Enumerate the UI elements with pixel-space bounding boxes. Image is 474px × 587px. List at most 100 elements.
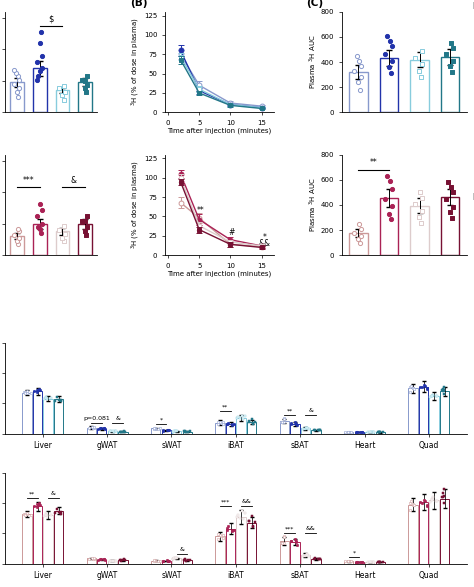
Point bbox=[409, 384, 417, 393]
Point bbox=[180, 555, 188, 565]
Point bbox=[36, 500, 44, 510]
Point bbox=[303, 549, 311, 559]
Point bbox=[280, 531, 288, 541]
Point bbox=[82, 76, 89, 86]
Bar bbox=[44, 515, 53, 564]
Bar bbox=[344, 432, 353, 434]
Bar bbox=[87, 427, 96, 434]
Point bbox=[344, 427, 351, 437]
Point bbox=[441, 498, 448, 508]
Point bbox=[223, 419, 231, 429]
Point bbox=[100, 555, 108, 564]
Point bbox=[314, 554, 321, 564]
Point bbox=[23, 508, 31, 517]
Point bbox=[151, 423, 159, 433]
Bar bbox=[97, 429, 107, 434]
Point bbox=[446, 207, 454, 217]
Point bbox=[353, 427, 361, 437]
Point bbox=[345, 556, 352, 566]
Bar bbox=[441, 57, 459, 112]
Point bbox=[110, 556, 118, 566]
Point bbox=[56, 508, 64, 518]
Bar bbox=[33, 507, 42, 564]
Point bbox=[14, 224, 21, 234]
Point bbox=[97, 554, 105, 564]
Point bbox=[385, 209, 392, 218]
Bar bbox=[78, 224, 92, 255]
Point bbox=[386, 176, 393, 185]
Point bbox=[281, 538, 288, 548]
Point bbox=[252, 417, 259, 427]
Text: &&: && bbox=[306, 527, 316, 531]
Point bbox=[385, 62, 392, 72]
Bar bbox=[33, 224, 46, 255]
Point bbox=[219, 419, 227, 429]
Point bbox=[419, 206, 426, 215]
Point bbox=[424, 501, 431, 511]
Bar bbox=[290, 542, 300, 564]
Point bbox=[214, 534, 221, 544]
Point bbox=[419, 59, 426, 69]
Point bbox=[169, 554, 177, 564]
Text: ***: *** bbox=[23, 176, 34, 185]
Point bbox=[101, 425, 109, 434]
Point bbox=[442, 50, 449, 59]
Bar bbox=[419, 387, 428, 434]
Point bbox=[34, 500, 42, 510]
Point bbox=[118, 556, 125, 565]
Point bbox=[410, 384, 418, 393]
Point bbox=[33, 211, 40, 221]
Point bbox=[12, 69, 19, 78]
Point bbox=[350, 66, 358, 76]
Point bbox=[170, 554, 177, 563]
Point bbox=[119, 427, 127, 436]
Point bbox=[40, 394, 48, 404]
Bar bbox=[78, 82, 92, 112]
Point bbox=[310, 426, 318, 435]
Point bbox=[292, 419, 300, 428]
Point bbox=[383, 31, 391, 41]
Point bbox=[36, 67, 44, 76]
Bar bbox=[10, 237, 24, 255]
Point bbox=[417, 382, 424, 392]
Point bbox=[281, 532, 288, 542]
Point bbox=[376, 428, 384, 437]
Point bbox=[61, 81, 68, 90]
Point bbox=[301, 424, 309, 434]
Point bbox=[55, 84, 63, 93]
Point bbox=[432, 496, 439, 505]
Point bbox=[94, 424, 102, 433]
Point bbox=[118, 427, 125, 437]
Point bbox=[356, 85, 364, 95]
Bar bbox=[376, 433, 385, 434]
Point bbox=[228, 420, 236, 429]
Point bbox=[38, 63, 46, 73]
Point bbox=[449, 187, 456, 197]
Point bbox=[429, 390, 437, 400]
Point bbox=[312, 425, 319, 434]
Point bbox=[159, 426, 166, 435]
Bar bbox=[226, 529, 235, 564]
Point bbox=[16, 227, 23, 236]
Bar bbox=[44, 399, 53, 434]
Point bbox=[279, 539, 286, 548]
Point bbox=[121, 555, 129, 565]
Point bbox=[82, 216, 89, 225]
Point bbox=[440, 484, 448, 494]
Point bbox=[172, 554, 180, 563]
Bar bbox=[162, 430, 171, 434]
Point bbox=[281, 417, 288, 427]
Point bbox=[38, 205, 46, 215]
Point bbox=[236, 513, 244, 522]
Point bbox=[228, 527, 236, 536]
Point bbox=[37, 27, 45, 36]
Point bbox=[164, 425, 171, 434]
Text: *: * bbox=[159, 417, 163, 422]
Bar bbox=[172, 558, 182, 564]
Point bbox=[35, 71, 42, 80]
Point bbox=[43, 394, 51, 404]
Point bbox=[352, 428, 360, 437]
Point bbox=[432, 392, 439, 401]
Point bbox=[441, 389, 448, 399]
Bar bbox=[215, 537, 225, 564]
